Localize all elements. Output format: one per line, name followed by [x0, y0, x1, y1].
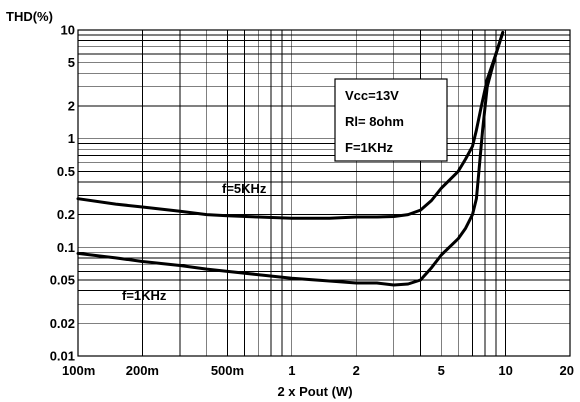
x-tick-label: 200m: [126, 363, 159, 378]
x-tick-label: 2: [353, 363, 360, 378]
curve-5khz: [76, 30, 505, 220]
y-tick-label: 0.5: [57, 164, 75, 179]
x-tick-label: 5: [438, 363, 445, 378]
y-axis-title: THD(%): [6, 9, 53, 24]
y-tick-label: 0.01: [50, 349, 75, 364]
x-tick-label: 500m: [211, 363, 244, 378]
condition-rl: Rl= 8ohm: [345, 114, 404, 129]
conditions-frame: [334, 78, 448, 162]
y-tick-label: 5: [68, 55, 75, 70]
y-tick-label: 0.02: [50, 316, 75, 331]
x-axis-title: 2 x Pout (W): [277, 384, 352, 399]
conditions-box: Vcc=13V Rl= 8ohm F=1KHz: [334, 78, 448, 162]
condition-freq: F=1KHz: [345, 140, 394, 155]
curves: [76, 30, 505, 287]
y-tick-label: 2: [68, 98, 75, 113]
y-tick-label: 1: [68, 131, 75, 146]
plot-frame: [77, 29, 571, 357]
y-tick-label: 0.05: [50, 273, 75, 288]
series-label-1khz: f=1KHz: [122, 288, 167, 303]
x-tick-label: 1: [288, 363, 295, 378]
y-tick-labels: 0.01 0.02 0.05 0.1 0.2 0.5 1 2 5 10: [50, 23, 75, 364]
grid: [77, 29, 571, 357]
curve-1khz: [76, 30, 505, 287]
series-label-5khz: f=5KHz: [222, 181, 267, 196]
y-tick-label: 0.1: [57, 240, 75, 255]
x-tick-label: 100m: [62, 363, 95, 378]
x-tick-label: 10: [498, 363, 512, 378]
x-tick-labels: 100m 200m 500m 1 2 5 10 20: [62, 363, 574, 378]
y-tick-label: 10: [61, 23, 75, 38]
x-tick-label: 20: [560, 363, 574, 378]
y-tick-label: 0.2: [57, 207, 75, 222]
condition-vcc: Vcc=13V: [345, 88, 399, 103]
